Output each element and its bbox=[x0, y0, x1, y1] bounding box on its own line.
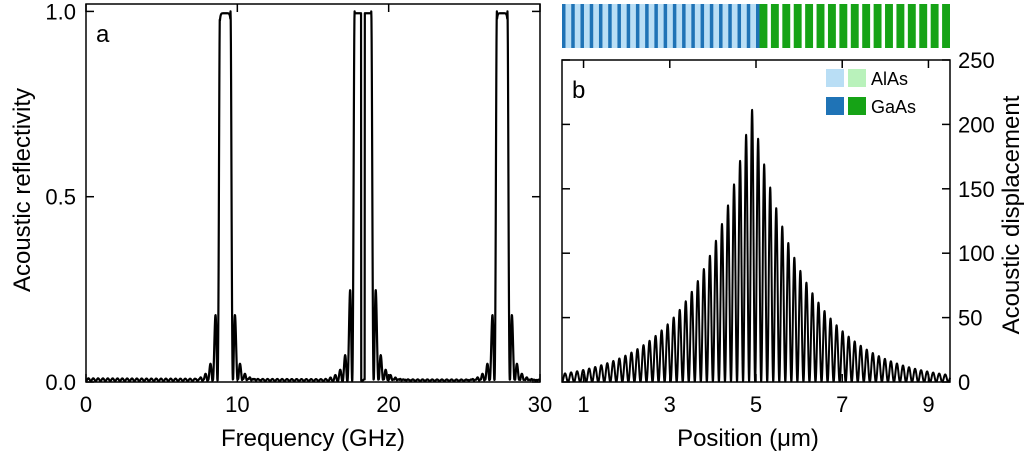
alas-layer bbox=[881, 4, 886, 48]
legend-label: AlAs bbox=[871, 69, 908, 89]
y-axis-label-b: Acoustic displacement bbox=[998, 95, 1025, 334]
legend: AlAs GaAs bbox=[826, 69, 916, 117]
alas-gaas-left-block bbox=[562, 4, 756, 48]
x-ticks-b: 1 3 5 7 9 bbox=[577, 60, 935, 417]
gaas-layer bbox=[571, 4, 575, 48]
alas-gaas-right-block bbox=[756, 4, 950, 48]
alas-layer bbox=[927, 4, 931, 48]
x-axis-label-b: Position (μm) bbox=[677, 425, 819, 452]
gaas-layer bbox=[617, 4, 621, 48]
x-tick-label-b: 7 bbox=[836, 392, 848, 417]
alas-layer bbox=[790, 4, 794, 48]
alas-layer bbox=[870, 4, 874, 48]
legend-swatch bbox=[826, 69, 844, 87]
gaas-layer bbox=[672, 4, 677, 48]
alas-layer bbox=[904, 4, 908, 48]
x-tick-label-a: 0 bbox=[80, 392, 92, 417]
x-tick-label-b: 5 bbox=[750, 392, 762, 417]
alas-layer bbox=[858, 4, 863, 48]
gaas-layer bbox=[608, 4, 612, 48]
y-tick-label-b: 150 bbox=[958, 177, 995, 202]
x-tick-label-a: 10 bbox=[225, 392, 249, 417]
reflectivity-series bbox=[85, 10, 541, 382]
gaas-layer bbox=[635, 4, 640, 48]
alas-layer bbox=[767, 4, 771, 48]
gaas-layer bbox=[691, 4, 695, 48]
alas-layer bbox=[835, 4, 840, 48]
alas-layer bbox=[938, 4, 943, 48]
panel-b: 1 3 5 7 9 0 50 100 150 200 250 b Position (μm) Ac… bbox=[561, 4, 1025, 452]
alas-layer bbox=[915, 4, 920, 48]
y-ticks-b: 0 50 100 150 200 250 bbox=[562, 48, 995, 395]
panel-label-b: b bbox=[572, 77, 585, 104]
y-tick-label-b: 250 bbox=[958, 48, 995, 73]
alas-layer bbox=[801, 4, 806, 48]
gaas-layer bbox=[700, 4, 705, 48]
alas-layer bbox=[824, 4, 828, 48]
y-tick-label-b: 50 bbox=[958, 306, 982, 331]
gaas-layer bbox=[682, 4, 686, 48]
y-tick-label-a: 0.5 bbox=[45, 185, 76, 210]
reflectivity-line bbox=[85, 10, 541, 382]
gaas-layer bbox=[598, 4, 603, 48]
x-tick-label-a: 30 bbox=[528, 392, 552, 417]
y-tick-label-b: 100 bbox=[958, 241, 995, 266]
gaas-layer bbox=[709, 4, 714, 48]
legend-swatch bbox=[826, 97, 844, 115]
gaas-layer bbox=[746, 4, 751, 48]
gaas-layer bbox=[719, 4, 723, 48]
panel-a: 0 10 20 30 0.0 0.5 1.0 a Frequency (GHz) Acou… bbox=[9, 0, 552, 452]
y-axis-label-a: Acoustic reflectivity bbox=[9, 88, 36, 292]
alas-layer bbox=[813, 4, 817, 48]
legend-label: GaAs bbox=[871, 97, 916, 117]
y-tick-label-a: 0.0 bbox=[45, 370, 76, 395]
gaas-layer bbox=[626, 4, 631, 48]
displacement-line bbox=[561, 108, 951, 383]
gaas-layer bbox=[654, 4, 658, 48]
y-tick-label-b: 200 bbox=[958, 112, 995, 137]
alas-layer bbox=[847, 4, 851, 48]
gaas-layer bbox=[562, 4, 566, 48]
x-axis-label-a: Frequency (GHz) bbox=[221, 425, 405, 452]
y-ticks-a: 0.0 0.5 1.0 bbox=[45, 0, 540, 395]
y-tick-label-b: 0 bbox=[958, 370, 970, 395]
x-tick-label-b: 1 bbox=[577, 392, 589, 417]
plot-a-frame bbox=[85, 3, 541, 383]
x-tick-label-b: 9 bbox=[922, 392, 934, 417]
structure-bar bbox=[562, 4, 950, 48]
legend-swatch bbox=[848, 69, 866, 87]
gaas-layer bbox=[645, 4, 649, 48]
gaas-layer bbox=[728, 4, 732, 48]
gaas-layer bbox=[756, 4, 760, 48]
x-tick-label-a: 20 bbox=[376, 392, 400, 417]
y-tick-label-a: 1.0 bbox=[45, 0, 76, 24]
gaas-layer bbox=[580, 4, 584, 48]
legend-swatch bbox=[848, 97, 866, 115]
gaas-layer bbox=[737, 4, 742, 48]
gaas-layer bbox=[589, 4, 594, 48]
displacement-series bbox=[561, 108, 951, 383]
gaas-layer bbox=[663, 4, 668, 48]
x-ticks-a: 0 10 20 30 bbox=[80, 4, 552, 417]
alas-layer bbox=[778, 4, 783, 48]
panel-label-a: a bbox=[96, 21, 110, 48]
x-tick-label-b: 3 bbox=[664, 392, 676, 417]
alas-layer bbox=[892, 4, 897, 48]
